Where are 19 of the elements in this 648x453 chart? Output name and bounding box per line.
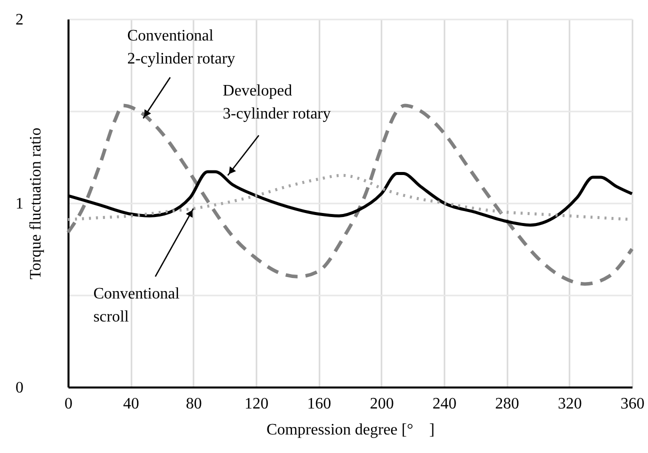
x-tick-label: 0: [64, 396, 72, 412]
x-tick-label: 280: [495, 396, 520, 412]
x-tick-label: 200: [370, 396, 394, 412]
x-tick-label: 160: [307, 396, 332, 412]
y-axis-title: Torque fluctuation ratio: [28, 128, 44, 280]
x-tick-label: 40: [123, 396, 140, 412]
x-tick-label: 320: [558, 396, 582, 412]
y-tick-label: 2: [16, 12, 24, 28]
x-tick-label: 240: [432, 396, 456, 412]
x-axis-title: Compression degree [° ]: [266, 422, 435, 438]
y-tick-label: 0: [16, 380, 24, 396]
line-series: [66, 104, 634, 286]
annotation: Conventional scroll: [93, 286, 180, 326]
x-tick-label: 120: [244, 396, 268, 412]
x-tick-label: 80: [186, 396, 202, 412]
annotation: Developed 3-cylinder rotary: [222, 82, 331, 122]
annotation: Conventional 2-cylinder rotary: [127, 27, 236, 68]
y-tick-label: 1: [16, 196, 24, 212]
x-tick-label: 360: [620, 396, 644, 412]
